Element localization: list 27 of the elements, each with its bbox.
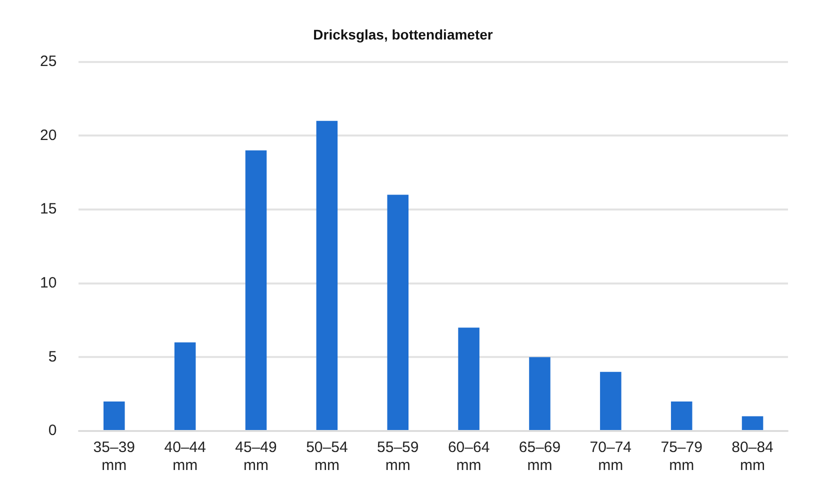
bar (316, 120, 338, 430)
x-tick-label: 35–39 mm (93, 439, 136, 474)
y-tick-label: 20 (40, 126, 57, 144)
x-tick-label: 60–64 mm (448, 439, 490, 474)
x-tick-label: 40–44 mm (164, 439, 206, 474)
y-tick-label: 5 (48, 348, 57, 366)
x-tick-label: 70–74 mm (590, 439, 632, 474)
x-tick-label: 80–84 mm (732, 439, 774, 474)
x-tick-label: 50–54 mm (306, 439, 348, 474)
y-tick-label: 15 (40, 200, 57, 218)
chart-title: Dricksglas, bottendiameter (313, 26, 494, 42)
bar (245, 150, 267, 430)
bar (600, 372, 622, 430)
bar (104, 401, 125, 430)
bar (742, 416, 764, 430)
x-tick-label: 55–59 mm (377, 439, 419, 474)
bar (387, 194, 409, 430)
x-tick-label: 75–79 mm (660, 439, 702, 474)
x-tick-label: 65–69 mm (518, 439, 561, 474)
bar (670, 401, 692, 430)
y-tick-label: 0 (48, 422, 57, 440)
bar (174, 342, 196, 430)
bar (458, 328, 480, 430)
y-tick-label: 25 (40, 52, 57, 70)
bar (529, 357, 550, 430)
y-tick-label: 10 (40, 274, 57, 292)
x-tick-label: 45–49 mm (235, 439, 277, 474)
